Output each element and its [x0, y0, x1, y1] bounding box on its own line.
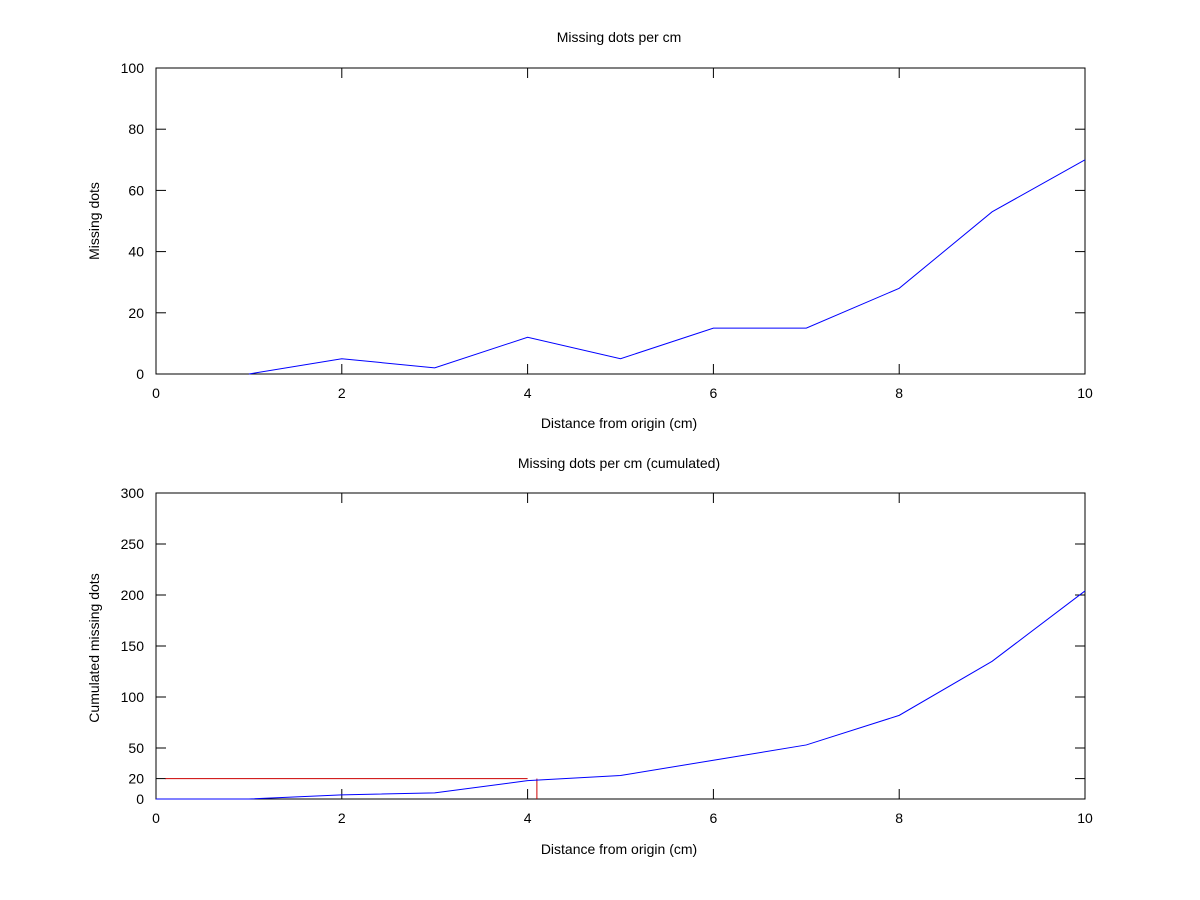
y-tick-label: 200 [121, 587, 145, 603]
y-tick-label: 80 [128, 121, 144, 137]
series-line [156, 590, 1086, 800]
plot-frame [155, 67, 1086, 375]
y-tick-label: 100 [121, 689, 145, 705]
x-tick-label: 4 [524, 810, 532, 826]
y-tick-label: 20 [128, 771, 144, 787]
series-line [248, 159, 1086, 375]
x-tick-label: 8 [895, 385, 903, 401]
y-tick-label: 60 [128, 182, 144, 198]
y-axis-label: Missing dots [86, 182, 102, 260]
x-axis-label: Distance from origin (cm) [541, 415, 697, 431]
chart-cumulated-missing-dots: Missing dots per cm (cumulated) Distance… [86, 455, 1093, 857]
x-tick-label: 10 [1077, 810, 1093, 826]
x-tick-label: 6 [710, 810, 718, 826]
chart-title: Missing dots per cm [557, 29, 681, 45]
y-tick-label: 300 [121, 485, 145, 501]
y-tick-label: 0 [136, 791, 144, 807]
x-axis-label: Distance from origin (cm) [541, 841, 697, 857]
y-tick-label: 50 [128, 740, 144, 756]
x-tick-label: 6 [710, 385, 718, 401]
x-tick-label: 2 [338, 810, 346, 826]
x-tick-label: 8 [895, 810, 903, 826]
y-axis-label: Cumulated missing dots [86, 573, 102, 722]
chart-missing-dots: Missing dots per cm Distance from origin… [86, 29, 1093, 431]
y-tick-label: 250 [121, 536, 145, 552]
x-tick-label: 0 [152, 385, 160, 401]
x-tick-label: 0 [152, 810, 160, 826]
x-tick-label: 10 [1077, 385, 1093, 401]
y-tick-label: 100 [121, 60, 145, 76]
chart-title: Missing dots per cm (cumulated) [518, 455, 720, 471]
y-tick-label: 150 [121, 638, 145, 654]
y-tick-label: 0 [136, 366, 144, 382]
x-tick-label: 4 [524, 385, 532, 401]
y-tick-label: 20 [128, 305, 144, 321]
x-tick-label: 2 [338, 385, 346, 401]
y-tick-label: 40 [128, 244, 144, 260]
